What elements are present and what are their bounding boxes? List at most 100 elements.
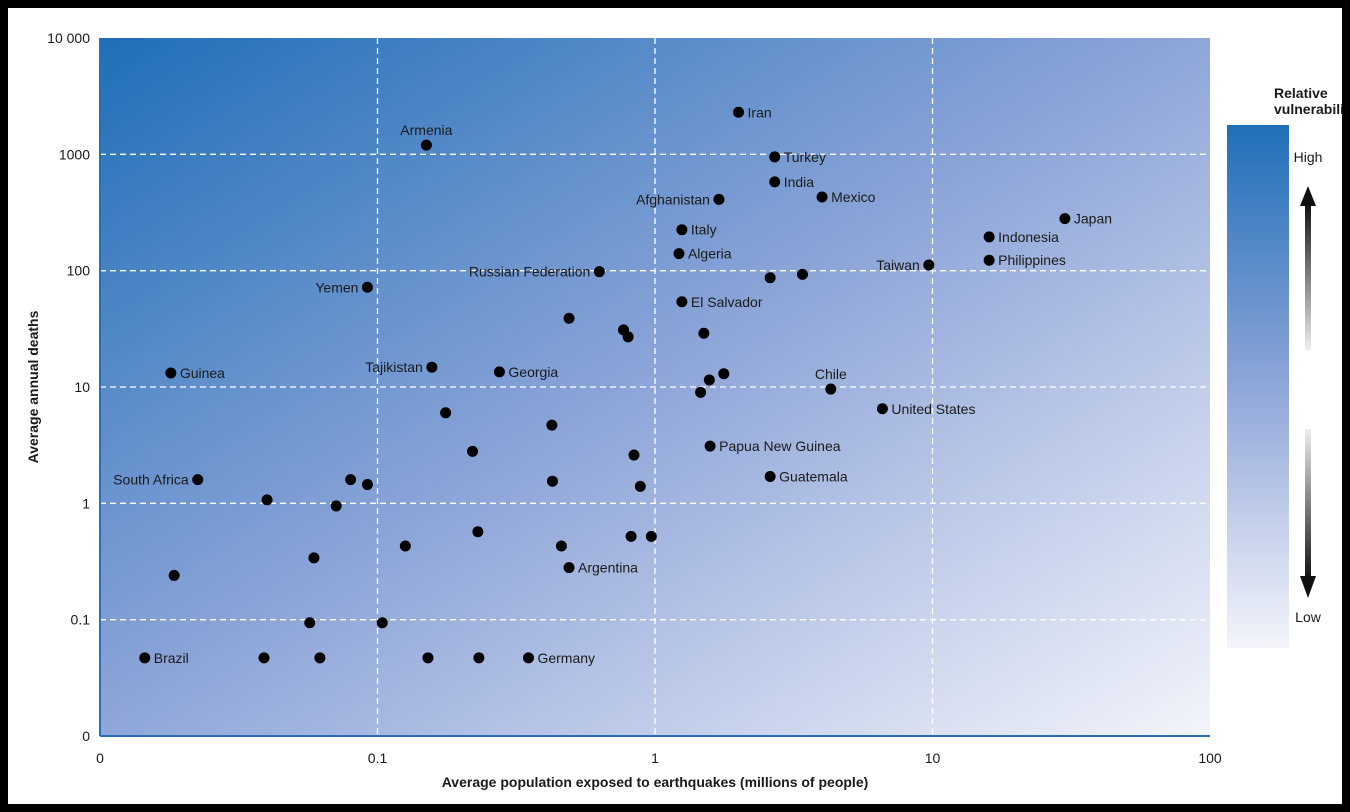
data-point: [733, 106, 745, 118]
data-point: [165, 367, 177, 379]
data-point: [361, 281, 373, 293]
y-axis-title: Average annual deaths: [25, 310, 41, 463]
point-label: Afghanistan: [636, 191, 710, 207]
point-label: Taiwan: [876, 257, 920, 273]
data-point: [420, 139, 432, 151]
y-tick-label: 10: [74, 379, 90, 395]
data-point: [139, 652, 151, 664]
point-label: Armenia: [400, 122, 452, 138]
y-tick-label: 1: [82, 495, 90, 511]
data-point: [1059, 213, 1071, 225]
y-tick-label: 100: [67, 263, 91, 279]
point-labels: Iran Armenia Turkey India Mexico Afghanistan J…: [113, 104, 1112, 666]
point-label: United States: [891, 401, 975, 417]
point-label: Algeria: [688, 246, 732, 262]
point-label: South Africa: [113, 472, 189, 488]
point-label: Turkey: [784, 149, 826, 165]
data-point: [473, 652, 485, 664]
legend-gradient-bar: [1227, 125, 1289, 648]
legend-up-arrow-icon: [1300, 186, 1316, 206]
data-point: [676, 224, 688, 236]
point-label: Iran: [748, 104, 772, 120]
data-point: [825, 383, 837, 395]
point-label: Indonesia: [998, 229, 1059, 245]
data-point: [192, 474, 204, 486]
x-tick-label: 10: [925, 750, 941, 766]
data-point: [308, 552, 320, 564]
chart-panel: 0 0.1 1 10 100 0 0.1 1 10 100 1000 10 000 Iran Arme…: [8, 8, 1350, 804]
gridlines: [100, 38, 1210, 736]
data-point: [345, 474, 357, 486]
data-point: [622, 331, 634, 343]
data-point: [645, 530, 657, 542]
data-point: [361, 479, 373, 491]
point-label: Japan: [1074, 211, 1112, 227]
point-label: Chile: [815, 366, 847, 382]
data-point: [440, 407, 452, 419]
legend-down-arrow-shaft: [1305, 429, 1311, 579]
point-label: Brazil: [154, 650, 189, 666]
data-point: [168, 569, 180, 581]
data-point: [330, 500, 342, 512]
data-point: [816, 191, 828, 203]
data-point: [634, 480, 646, 492]
x-tick-label: 0.1: [368, 750, 388, 766]
data-point: [713, 193, 725, 205]
point-label: Yemen: [315, 279, 358, 295]
data-point: [796, 268, 808, 280]
y-tick-label: 10 000: [47, 30, 90, 46]
data-point: [593, 266, 605, 278]
data-point: [314, 652, 326, 664]
data-point: [673, 248, 685, 260]
point-label: Guatemala: [779, 469, 848, 485]
data-point: [769, 176, 781, 188]
point-label: Russian Federation: [469, 264, 590, 280]
data-point: [426, 361, 438, 373]
data-point: [698, 327, 710, 339]
point-label: Italy: [691, 222, 717, 238]
y-tick-label: 1000: [59, 146, 90, 162]
data-points: [139, 106, 1071, 664]
data-point: [764, 471, 776, 483]
data-point: [258, 652, 270, 664]
data-point: [676, 296, 688, 308]
point-label: Mexico: [831, 189, 876, 205]
data-point: [467, 445, 479, 457]
data-point: [399, 540, 411, 552]
data-point: [546, 419, 558, 431]
legend-up-arrow-shaft: [1305, 203, 1311, 350]
data-point: [983, 254, 995, 266]
data-point: [376, 617, 388, 629]
x-tick-label: 100: [1198, 750, 1222, 766]
data-point: [563, 312, 575, 324]
data-point: [704, 440, 716, 452]
x-tick-label: 0: [96, 750, 104, 766]
legend-high-label: High: [1294, 149, 1323, 165]
legend-title-line-1: Relative: [1274, 85, 1328, 101]
legend-down-arrow-icon: [1300, 576, 1316, 598]
data-point: [876, 403, 888, 415]
data-point: [923, 259, 935, 271]
point-label: Papua New Guinea: [719, 438, 841, 454]
data-point: [695, 386, 707, 398]
data-point: [703, 374, 715, 386]
data-point: [472, 526, 484, 538]
data-point: [983, 231, 995, 243]
data-point: [563, 562, 575, 574]
point-label: Argentina: [578, 560, 638, 576]
data-point: [764, 272, 776, 284]
point-label: Philippines: [998, 252, 1066, 268]
data-point: [522, 652, 534, 664]
data-point: [493, 366, 505, 378]
legend: Relative vulnerability High Low: [1227, 85, 1350, 648]
x-tick-labels: 0 0.1 1 10 100: [96, 750, 1222, 766]
x-tick-label: 1: [651, 750, 659, 766]
data-point: [625, 530, 637, 542]
x-axis-title: Average population exposed to earthquake…: [442, 774, 869, 790]
point-label: Tajikistan: [365, 359, 423, 375]
y-tick-label: 0: [82, 728, 90, 744]
point-label: India: [784, 174, 815, 190]
data-point: [718, 368, 730, 380]
legend-low-label: Low: [1295, 609, 1322, 625]
